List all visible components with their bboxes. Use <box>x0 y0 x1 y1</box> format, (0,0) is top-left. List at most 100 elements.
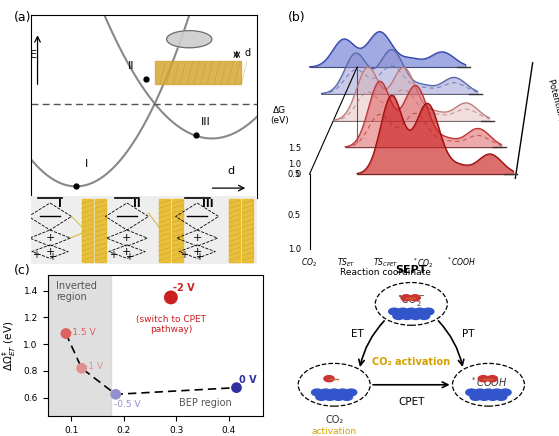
Circle shape <box>401 313 413 320</box>
Circle shape <box>491 389 503 396</box>
Text: d: d <box>245 48 251 58</box>
Text: $CO_2$: $CO_2$ <box>301 256 318 269</box>
Point <box>232 384 241 391</box>
Text: (switch to CPET
pathway): (switch to CPET pathway) <box>136 315 206 334</box>
Circle shape <box>478 376 489 382</box>
Text: $^{\bullet}CO_2^-$: $^{\bullet}CO_2^-$ <box>397 293 425 308</box>
Circle shape <box>410 313 421 320</box>
Text: (c): (c) <box>14 264 31 277</box>
Circle shape <box>311 389 323 396</box>
Bar <box>243 199 253 262</box>
Text: 0.5: 0.5 <box>288 211 301 221</box>
Text: +: + <box>122 247 132 257</box>
Circle shape <box>316 394 327 400</box>
Text: III: III <box>201 116 210 126</box>
Text: II: II <box>133 199 141 209</box>
Circle shape <box>397 308 409 315</box>
Text: +: + <box>45 247 55 257</box>
Text: I: I <box>58 199 62 209</box>
Bar <box>172 199 183 262</box>
Circle shape <box>487 376 498 382</box>
Text: SEPT: SEPT <box>396 265 427 275</box>
Point <box>61 330 70 337</box>
Circle shape <box>410 295 420 301</box>
Text: BEP region: BEP region <box>179 398 231 408</box>
Ellipse shape <box>167 31 212 48</box>
Bar <box>82 199 93 262</box>
Circle shape <box>414 308 425 315</box>
Text: 0 V: 0 V <box>239 375 257 385</box>
Text: 1.0: 1.0 <box>288 160 301 169</box>
Text: +: + <box>192 247 202 257</box>
Text: d: d <box>228 166 235 176</box>
Text: activation: activation <box>311 427 357 436</box>
Circle shape <box>320 389 331 396</box>
Y-axis label: $\Delta\Omega^{\ddagger}_{ET}$ (eV): $\Delta\Omega^{\ddagger}_{ET}$ (eV) <box>1 320 18 371</box>
Text: 1.0: 1.0 <box>288 245 301 254</box>
Point <box>167 294 176 301</box>
Text: +: + <box>179 250 188 260</box>
Circle shape <box>479 394 490 400</box>
Circle shape <box>345 389 357 396</box>
Circle shape <box>466 389 477 396</box>
Text: PT: PT <box>462 330 474 339</box>
Circle shape <box>500 389 511 396</box>
Text: Reaction coordinate: Reaction coordinate <box>340 268 431 277</box>
Bar <box>229 199 240 262</box>
Circle shape <box>329 389 340 396</box>
Text: $TS_{ET}$: $TS_{ET}$ <box>337 256 356 269</box>
Circle shape <box>333 394 344 400</box>
Circle shape <box>401 295 411 301</box>
Circle shape <box>324 376 334 382</box>
Text: +: + <box>192 233 202 243</box>
Circle shape <box>418 313 430 320</box>
Text: (b): (b) <box>288 11 306 24</box>
Text: Potential (V vs. RHE): Potential (V vs. RHE) <box>546 78 559 164</box>
Text: -2 V: -2 V <box>173 283 195 293</box>
Text: +: + <box>32 250 40 260</box>
Circle shape <box>483 389 494 396</box>
Text: ET: ET <box>351 330 364 339</box>
Bar <box>48 275 111 416</box>
Text: (a): (a) <box>14 11 31 24</box>
Text: +: + <box>45 233 55 243</box>
Bar <box>155 61 241 84</box>
Circle shape <box>324 394 335 400</box>
Text: +: + <box>48 252 56 262</box>
Text: CPET: CPET <box>398 397 424 406</box>
Point <box>77 365 86 372</box>
Text: $^*COOH$: $^*COOH$ <box>470 375 508 388</box>
Bar <box>95 199 106 262</box>
Point <box>111 391 120 398</box>
Text: CO₂: CO₂ <box>325 415 343 425</box>
Text: 0: 0 <box>296 170 301 179</box>
Text: III: III <box>202 199 213 209</box>
Circle shape <box>475 389 486 396</box>
Text: $^*COOH$: $^*COOH$ <box>446 256 476 269</box>
Circle shape <box>470 394 481 400</box>
Circle shape <box>495 394 507 400</box>
Circle shape <box>341 394 353 400</box>
Text: $TS_{CPET}$: $TS_{CPET}$ <box>373 256 398 269</box>
Text: +: + <box>122 233 132 243</box>
Text: E: E <box>30 50 36 60</box>
Text: $^*CO_2$: $^*CO_2$ <box>411 256 433 270</box>
Text: -0.5 V: -0.5 V <box>114 400 141 409</box>
Text: +: + <box>110 250 117 260</box>
Text: +: + <box>196 252 203 262</box>
Circle shape <box>406 308 417 315</box>
Circle shape <box>487 394 499 400</box>
Text: II: II <box>128 61 134 71</box>
Circle shape <box>423 308 434 315</box>
Text: I: I <box>85 159 88 169</box>
Text: CO₂ activation: CO₂ activation <box>372 357 451 367</box>
Text: Inverted
region: Inverted region <box>56 281 97 302</box>
Circle shape <box>389 308 400 315</box>
Text: -1 V: -1 V <box>85 362 103 371</box>
Text: +: + <box>125 252 133 262</box>
Circle shape <box>337 389 348 396</box>
Bar <box>159 199 169 262</box>
Text: -1.5 V: -1.5 V <box>69 328 96 337</box>
Text: ΔG
(eV): ΔG (eV) <box>270 106 288 125</box>
Text: 1.5: 1.5 <box>288 144 301 153</box>
